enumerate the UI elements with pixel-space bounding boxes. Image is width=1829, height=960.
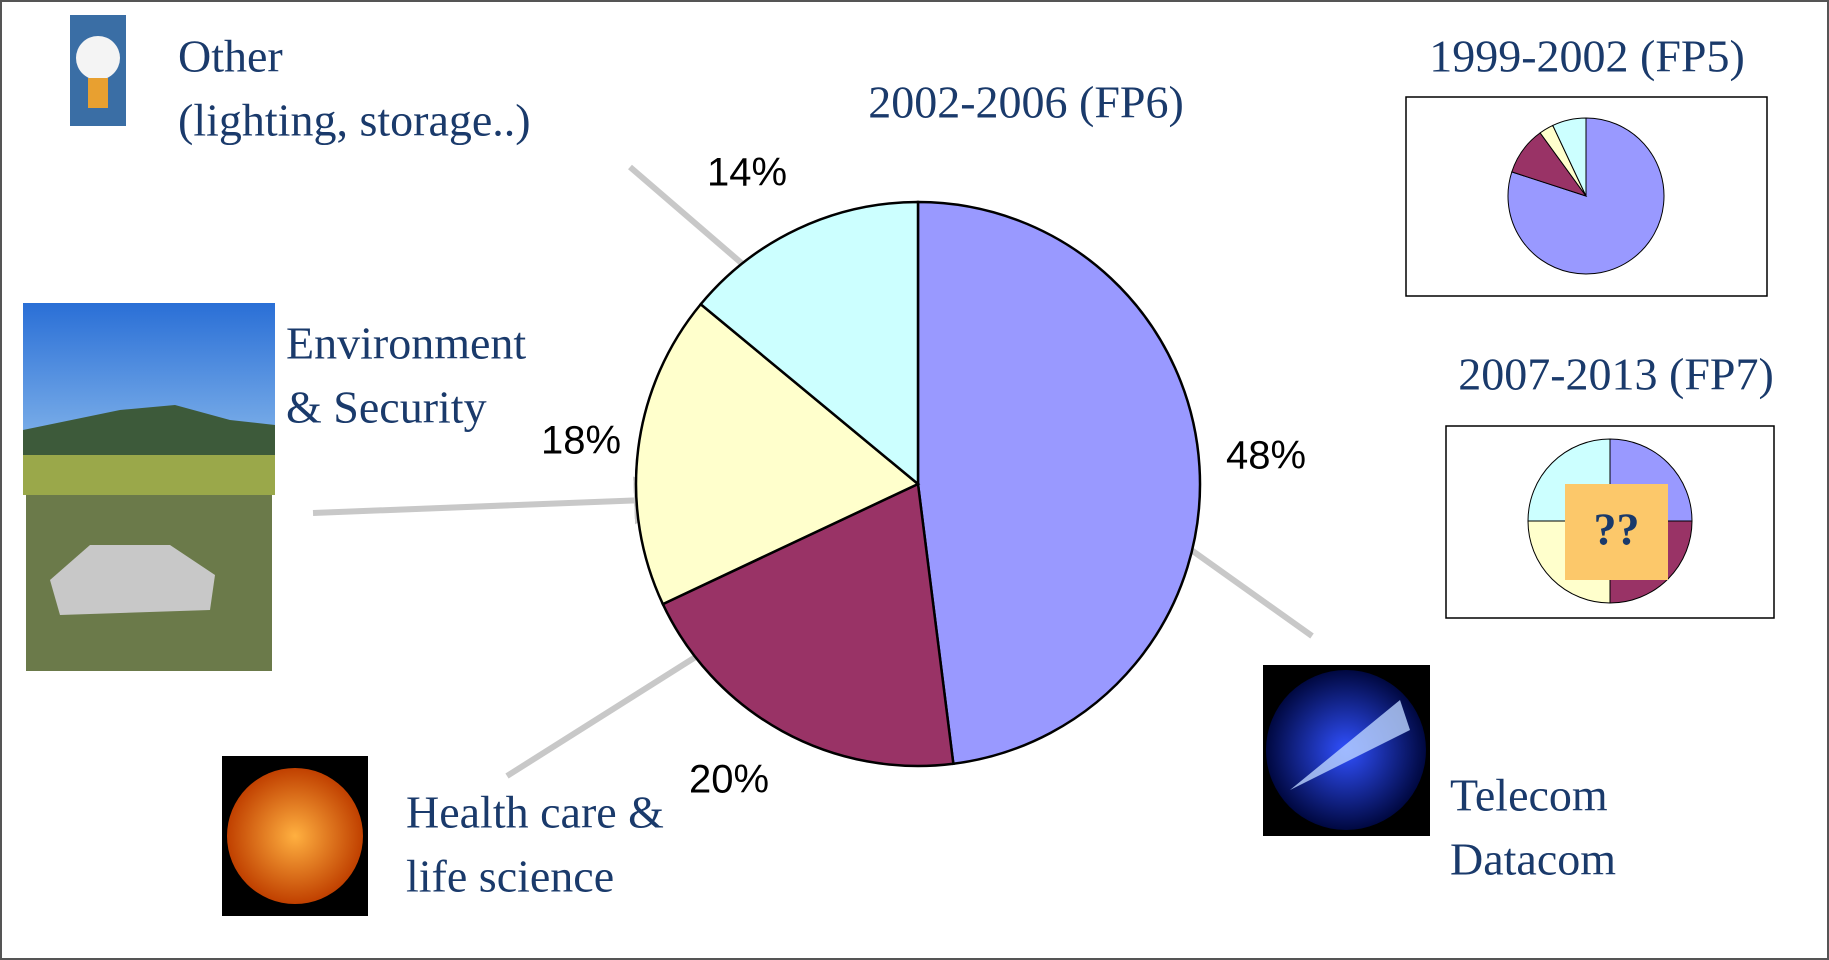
annotation: ?? [1594,504,1640,555]
arrow [312,476,682,525]
pie-slice [698,200,920,487]
pie-slice [1552,117,1587,197]
lightbulb-icon [70,15,126,126]
category-label: life science [406,851,614,902]
category-label: & Security [286,382,487,433]
pie-slice [634,302,921,606]
value-label: 20% [689,758,769,802]
category-label: Datacom [1450,834,1616,885]
pie-slice [661,482,955,768]
chart-title: 1999-2002 (FP5) [1429,31,1745,82]
value-label: 14% [707,151,787,195]
value-label: 18% [541,419,621,463]
category-label: Telecom [1450,770,1608,821]
category-label: Health care & [406,787,664,838]
value-label: 48% [1226,434,1306,478]
dna-photo [222,756,368,916]
annotation-box [1565,484,1668,580]
chart-title: 2002-2006 (FP6) [868,77,1184,128]
category-label: Other [178,31,283,82]
environment-photo [23,303,275,671]
category-label: (lighting, storage..) [178,95,531,146]
chart-title: 2007-2013 (FP7) [1458,349,1774,400]
fiber-photo [1263,665,1430,836]
category-label: Environment [286,318,526,369]
pie-slice [916,200,1202,766]
